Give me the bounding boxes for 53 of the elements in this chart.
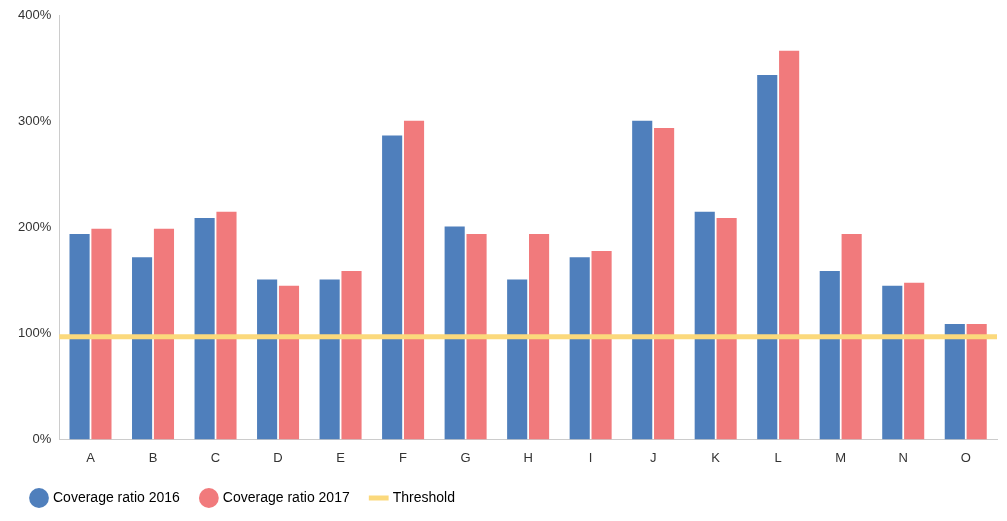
x-tick-label: A bbox=[86, 449, 96, 465]
bar bbox=[444, 226, 465, 440]
x-tick-label: O bbox=[960, 449, 971, 465]
x-tick-label: C bbox=[210, 449, 221, 465]
y-tick-label: 400% bbox=[18, 7, 52, 23]
bar bbox=[257, 279, 278, 440]
bar bbox=[904, 282, 925, 440]
x-tick-label: F bbox=[399, 449, 408, 465]
x-tick-label: K bbox=[711, 449, 721, 465]
x-tick-label: G bbox=[460, 449, 471, 465]
bar bbox=[278, 285, 300, 440]
x-tick-label: J bbox=[649, 449, 657, 465]
bar bbox=[403, 120, 425, 440]
legend-label: Threshold bbox=[392, 488, 455, 505]
x-tick-label: I bbox=[588, 449, 593, 465]
bar bbox=[966, 323, 987, 440]
bar bbox=[507, 279, 528, 440]
bar bbox=[341, 271, 362, 440]
bar bbox=[944, 323, 965, 440]
x-tick-label: L bbox=[774, 449, 782, 465]
bar bbox=[466, 233, 487, 440]
x-tick-label: B bbox=[148, 449, 158, 465]
bar bbox=[591, 250, 612, 440]
bar bbox=[153, 228, 175, 440]
legend-label: Coverage ratio 2017 bbox=[222, 488, 350, 505]
bar bbox=[779, 50, 800, 440]
x-tick-label: H bbox=[523, 449, 533, 465]
y-tick-label: 0% bbox=[32, 430, 52, 446]
bar bbox=[69, 233, 90, 440]
bar bbox=[216, 211, 237, 440]
bar bbox=[91, 228, 112, 440]
bar bbox=[319, 279, 340, 440]
bar bbox=[841, 233, 862, 440]
bar bbox=[757, 75, 778, 440]
bar bbox=[654, 128, 675, 440]
x-tick-label: M bbox=[835, 449, 847, 465]
bar bbox=[194, 218, 215, 440]
bar bbox=[529, 233, 550, 440]
bar bbox=[694, 211, 715, 440]
bar bbox=[569, 257, 590, 440]
x-tick-label: D bbox=[273, 449, 283, 465]
y-tick-label: 200% bbox=[18, 219, 52, 235]
bar bbox=[632, 120, 653, 440]
x-tick-label: N bbox=[898, 449, 908, 465]
bar bbox=[819, 271, 840, 440]
bar bbox=[382, 135, 403, 440]
y-tick-label: 100% bbox=[18, 325, 52, 341]
x-tick-label: E bbox=[336, 449, 346, 465]
legend-label: Coverage ratio 2016 bbox=[53, 488, 181, 505]
bar bbox=[132, 257, 153, 440]
y-tick-label: 300% bbox=[18, 113, 52, 129]
bar bbox=[882, 285, 903, 440]
bar bbox=[716, 218, 737, 440]
